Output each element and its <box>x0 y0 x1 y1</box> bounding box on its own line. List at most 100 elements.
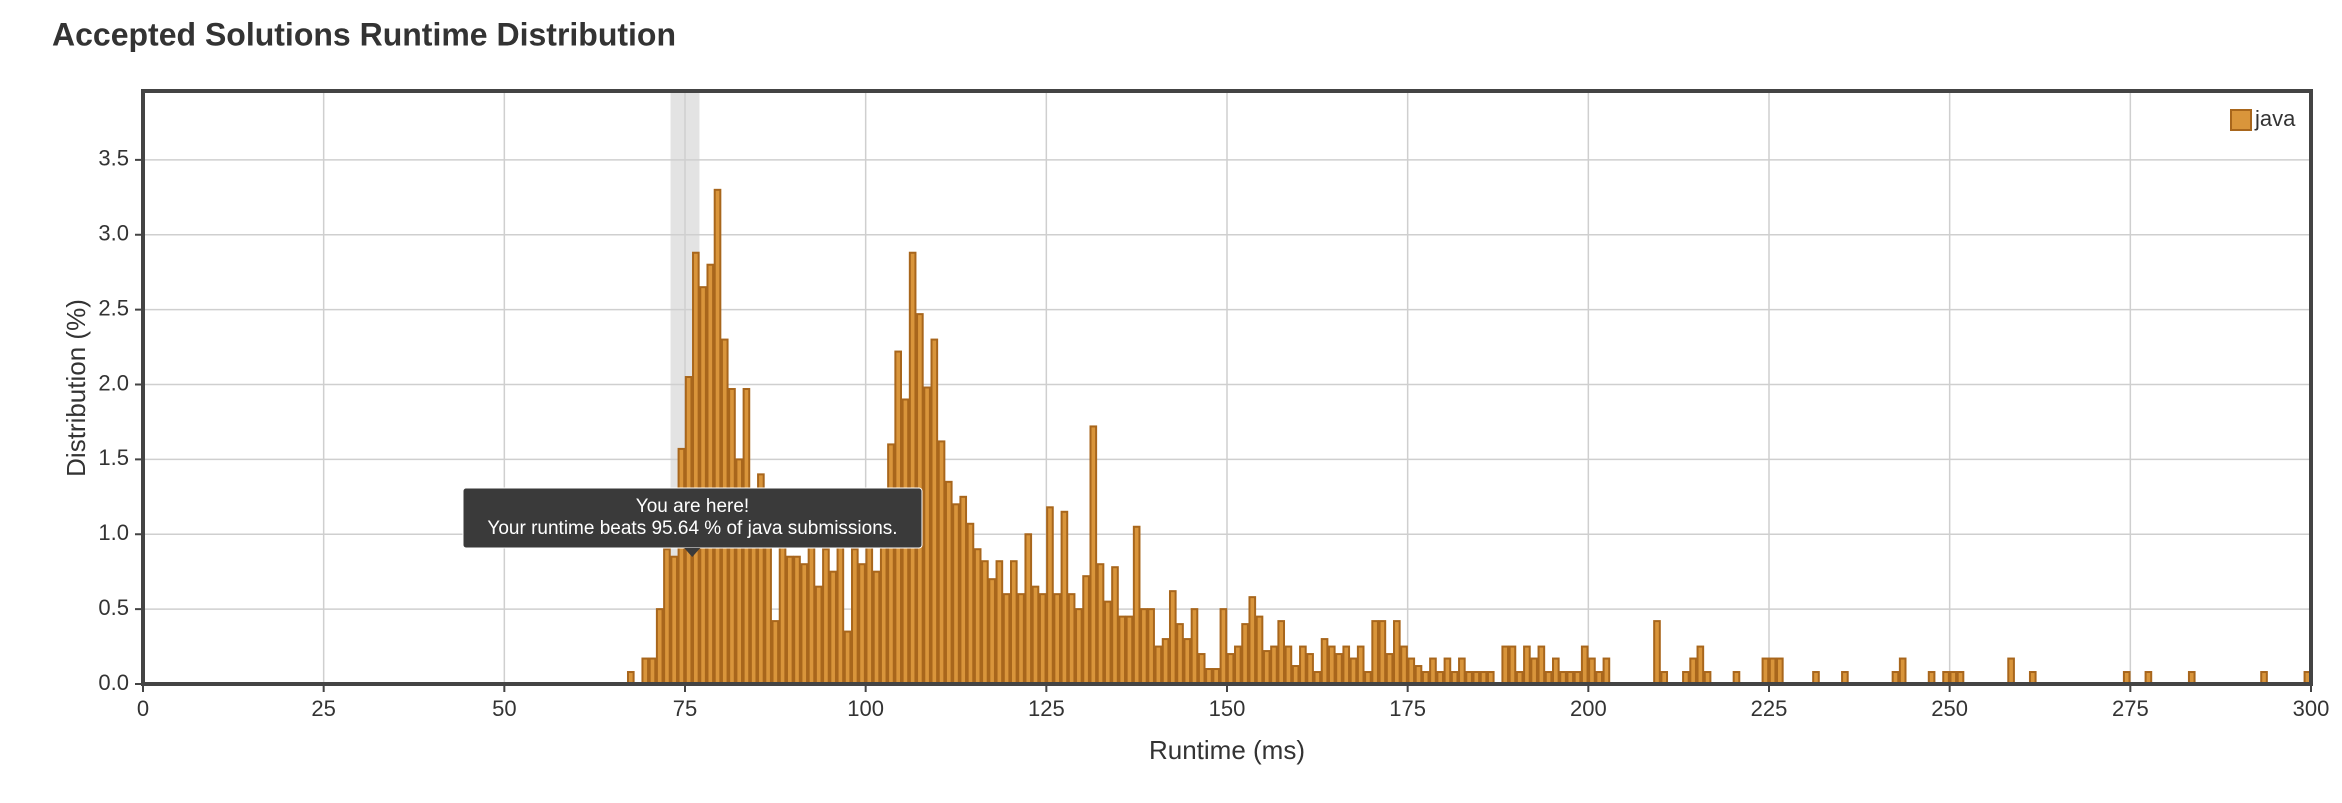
bar <box>923 386 931 685</box>
y-axis-label: Distribution (%) <box>61 299 91 477</box>
bar <box>1653 620 1661 686</box>
bar <box>1241 623 1249 686</box>
bar <box>771 620 780 686</box>
bar <box>1111 566 1119 685</box>
bar <box>655 608 664 686</box>
bar <box>1154 645 1163 685</box>
x-tick-label: 275 <box>2112 696 2149 721</box>
bar <box>944 480 953 685</box>
x-tick-label: 75 <box>673 696 697 721</box>
x-tick-label: 150 <box>1209 696 1246 721</box>
bar <box>1443 657 1452 685</box>
bar <box>1501 645 1510 685</box>
bar <box>778 533 787 685</box>
bar <box>1385 653 1394 685</box>
x-tick-label: 200 <box>1570 696 1607 721</box>
bar <box>1212 668 1220 686</box>
bar <box>1183 638 1192 685</box>
bar <box>1407 657 1416 685</box>
bar <box>1053 593 1061 685</box>
bar <box>641 657 650 685</box>
bar <box>699 286 707 685</box>
bar <box>1776 657 1784 685</box>
x-tick-label: 100 <box>847 696 884 721</box>
bar <box>1248 596 1257 686</box>
bar <box>1349 657 1358 685</box>
bar <box>670 555 678 686</box>
bar <box>1588 657 1596 685</box>
bar <box>829 570 837 685</box>
x-axis-label: Runtime (ms) <box>1149 735 1305 765</box>
bar <box>1393 620 1401 686</box>
bar <box>1176 623 1184 686</box>
bar <box>2007 657 2015 685</box>
bar <box>1234 645 1242 685</box>
x-tick-label: 125 <box>1028 696 1065 721</box>
bar <box>1602 657 1611 685</box>
bar <box>872 570 881 685</box>
bar <box>1096 563 1105 686</box>
plot-frame <box>141 89 2313 686</box>
bar <box>1270 645 1278 685</box>
bar <box>1429 657 1437 685</box>
x-tick-label: 0 <box>137 696 149 721</box>
bar <box>793 555 801 686</box>
tooltip-arrow <box>684 548 701 557</box>
bar <box>1002 593 1011 685</box>
bar <box>973 548 982 686</box>
bar <box>858 563 866 686</box>
bar <box>677 447 686 685</box>
bar <box>713 188 722 685</box>
bar <box>1378 620 1387 686</box>
bar <box>988 578 996 685</box>
bar <box>1125 615 1134 686</box>
bar <box>1299 645 1307 685</box>
bar <box>1147 608 1155 686</box>
bar <box>1458 657 1466 685</box>
x-tick-label: 175 <box>1389 696 1426 721</box>
bar <box>822 548 830 686</box>
bar <box>1277 620 1286 686</box>
bar <box>1262 650 1271 685</box>
bar <box>1140 608 1148 686</box>
bar <box>1371 620 1379 686</box>
bar <box>1400 645 1408 685</box>
bar <box>1335 653 1343 685</box>
bar <box>1768 657 1777 685</box>
bar <box>1067 593 1076 685</box>
bar <box>1523 645 1531 685</box>
bar <box>706 263 715 685</box>
bar <box>1761 657 1770 685</box>
bar <box>1537 645 1546 685</box>
bar <box>1082 575 1090 686</box>
bar <box>1075 608 1083 686</box>
bar <box>1552 657 1560 685</box>
y-tick-label: 2.0 <box>98 370 129 395</box>
bar <box>981 560 989 686</box>
bar <box>1046 506 1054 685</box>
bar <box>1168 590 1177 685</box>
bar <box>1342 645 1351 685</box>
bar <box>1024 533 1033 685</box>
bar <box>1038 593 1047 685</box>
bar <box>959 495 968 685</box>
bar <box>1284 645 1293 685</box>
legend-label: java <box>2254 106 2296 131</box>
bar <box>937 440 946 685</box>
bar <box>692 251 700 686</box>
bar <box>1414 665 1423 685</box>
bar <box>1118 615 1127 686</box>
y-tick-label: 0.0 <box>98 670 129 695</box>
bar <box>1306 653 1314 685</box>
bar <box>1190 608 1199 686</box>
bar <box>1060 510 1069 685</box>
bar <box>1580 645 1589 685</box>
x-tick-label: 250 <box>1931 696 1968 721</box>
tooltip-text: Your runtime beats 95.64 % of java submi… <box>487 518 897 539</box>
bar <box>1010 560 1018 686</box>
bar <box>800 563 809 686</box>
y-tick-label: 3.5 <box>98 146 129 171</box>
bar <box>1197 653 1206 685</box>
